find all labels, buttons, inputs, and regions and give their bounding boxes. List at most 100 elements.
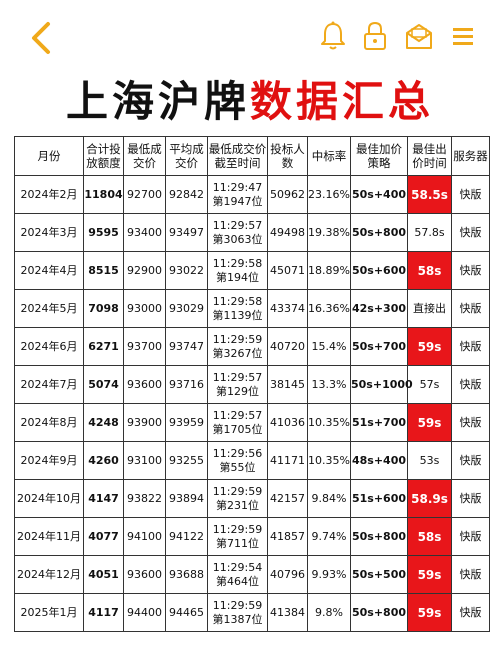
cell-time-rank: 第1387位 xyxy=(212,612,263,626)
cell-avg-price: 93894 xyxy=(165,479,208,518)
cell-time-rank: 第711位 xyxy=(216,536,259,550)
lock-button[interactable] xyxy=(362,20,388,52)
table-header-row: 月份 合计投放额度 最低成交价 平均成交价 最低成交价截至时间 投标人数 中标率… xyxy=(14,136,490,176)
notification-button[interactable] xyxy=(320,20,346,52)
cell-quota: 4147 xyxy=(83,479,124,518)
cell-min-price: 93600 xyxy=(123,555,166,594)
cell-time-rank: 第3267位 xyxy=(212,346,263,360)
cell-time: 11:29:58 第1139位 xyxy=(207,289,268,328)
cell-best-time: 58.5s xyxy=(407,175,452,214)
cell-best-time: 53s xyxy=(407,441,452,480)
cell-bidders: 49498 xyxy=(267,213,308,252)
table-row: 2024年2月 11804 92700 92842 11:29:47 第1947位 5096… xyxy=(14,175,490,214)
toolbar-icons xyxy=(320,20,476,52)
mail-icon xyxy=(406,24,432,49)
cell-month: 2024年12月 xyxy=(14,555,84,594)
table-row: 2024年11月 4077 94100 94122 11:29:59 第711位 41857… xyxy=(14,517,490,556)
cell-quota: 11804 xyxy=(83,175,124,214)
cell-rate: 19.38% xyxy=(307,213,351,252)
cell-server: 快版 xyxy=(451,479,490,518)
cell-min-price: 92900 xyxy=(123,251,166,290)
cell-month: 2024年6月 xyxy=(14,327,84,366)
menu-icon xyxy=(453,28,473,45)
cell-bidders: 42157 xyxy=(267,479,308,518)
cell-strategy: 50s+600 xyxy=(350,251,408,290)
menu-button[interactable] xyxy=(450,20,476,52)
table-row: 2024年9月 4260 93100 93255 11:29:56 第55位 41171 10… xyxy=(14,441,490,480)
cell-time: 11:29:57 第3063位 xyxy=(207,213,268,252)
cell-time: 11:29:59 第1387位 xyxy=(207,593,268,632)
cell-min-price: 93100 xyxy=(123,441,166,480)
page-title-part1: 上海沪牌 xyxy=(65,77,250,126)
cell-rate: 18.89% xyxy=(307,251,351,290)
top-bar xyxy=(0,0,500,78)
col-header-month: 月份 xyxy=(14,136,84,176)
cell-best-time: 58.9s xyxy=(407,479,452,518)
cell-min-price: 92700 xyxy=(123,175,166,214)
cell-rate: 10.35% xyxy=(307,441,351,480)
cell-avg-price: 92842 xyxy=(165,175,208,214)
cell-month: 2024年7月 xyxy=(14,365,84,404)
cell-quota: 7098 xyxy=(83,289,124,328)
cell-quota: 4248 xyxy=(83,403,124,442)
cell-avg-price: 93497 xyxy=(165,213,208,252)
cell-time: 11:29:56 第55位 xyxy=(207,441,268,480)
cell-quota: 4117 xyxy=(83,593,124,632)
cell-quota: 6271 xyxy=(83,327,124,366)
table-row: 2024年7月 5074 93600 93716 11:29:57 第129位 38145 1… xyxy=(14,365,490,404)
cell-quota: 5074 xyxy=(83,365,124,404)
table-row: 2024年4月 8515 92900 93022 11:29:58 第194位 45071 1… xyxy=(14,251,490,290)
cell-month: 2025年1月 xyxy=(14,593,84,632)
mail-button[interactable] xyxy=(404,20,434,52)
cell-month: 2024年11月 xyxy=(14,517,84,556)
cell-rate: 15.4% xyxy=(307,327,351,366)
cell-time-value: 11:29:58 xyxy=(212,256,263,270)
cell-time: 11:29:47 第1947位 xyxy=(207,175,268,214)
cell-time-value: 11:29:59 xyxy=(212,522,263,536)
cell-quota: 8515 xyxy=(83,251,124,290)
cell-best-time: 59s xyxy=(407,593,452,632)
cell-time-value: 11:29:57 xyxy=(212,408,263,422)
table-row: 2024年8月 4248 93900 93959 11:29:57 第1705位 41036… xyxy=(14,403,490,442)
cell-bidders: 40796 xyxy=(267,555,308,594)
cell-rate: 16.36% xyxy=(307,289,351,328)
cell-best-time: 57s xyxy=(407,365,452,404)
col-header-strategy: 最佳加价策略 xyxy=(350,136,408,176)
data-table: 月份 合计投放额度 最低成交价 平均成交价 最低成交价截至时间 投标人数 中标率… xyxy=(14,136,490,632)
cell-time-rank: 第55位 xyxy=(219,460,256,474)
back-button[interactable] xyxy=(24,20,60,56)
cell-avg-price: 93747 xyxy=(165,327,208,366)
cell-time: 11:29:54 第464位 xyxy=(207,555,268,594)
cell-bidders: 41857 xyxy=(267,517,308,556)
cell-rate: 23.16% xyxy=(307,175,351,214)
cell-month: 2024年3月 xyxy=(14,213,84,252)
cell-min-price: 93700 xyxy=(123,327,166,366)
cell-time-rank: 第194位 xyxy=(216,270,259,284)
cell-bidders: 41384 xyxy=(267,593,308,632)
cell-best-time: 58s xyxy=(407,517,452,556)
cell-bidders: 45071 xyxy=(267,251,308,290)
cell-bidders: 41171 xyxy=(267,441,308,480)
cell-bidders: 41036 xyxy=(267,403,308,442)
cell-time-value: 11:29:59 xyxy=(212,484,263,498)
cell-strategy: 50s+400 xyxy=(350,175,408,214)
cell-min-price: 94400 xyxy=(123,593,166,632)
cell-time-value: 11:29:59 xyxy=(212,332,263,346)
cell-time-value: 11:29:59 xyxy=(212,598,263,612)
cell-strategy: 50s+700 xyxy=(350,327,408,366)
cell-quota: 4260 xyxy=(83,441,124,480)
cell-min-price: 94100 xyxy=(123,517,166,556)
cell-best-time: 59s xyxy=(407,327,452,366)
table-row: 2024年10月 4147 93822 93894 11:29:59 第231位 42157… xyxy=(14,479,490,518)
cell-time: 11:29:57 第1705位 xyxy=(207,403,268,442)
cell-month: 2024年4月 xyxy=(14,251,84,290)
table-row: 2024年6月 6271 93700 93747 11:29:59 第3267位 40720… xyxy=(14,327,490,366)
lock-icon xyxy=(364,21,386,50)
cell-month: 2024年9月 xyxy=(14,441,84,480)
cell-time-value: 11:29:56 xyxy=(212,446,263,460)
cell-avg-price: 93029 xyxy=(165,289,208,328)
cell-time-rank: 第1947位 xyxy=(212,194,263,208)
cell-rate: 9.93% xyxy=(307,555,351,594)
cell-month: 2024年8月 xyxy=(14,403,84,442)
cell-avg-price: 93688 xyxy=(165,555,208,594)
